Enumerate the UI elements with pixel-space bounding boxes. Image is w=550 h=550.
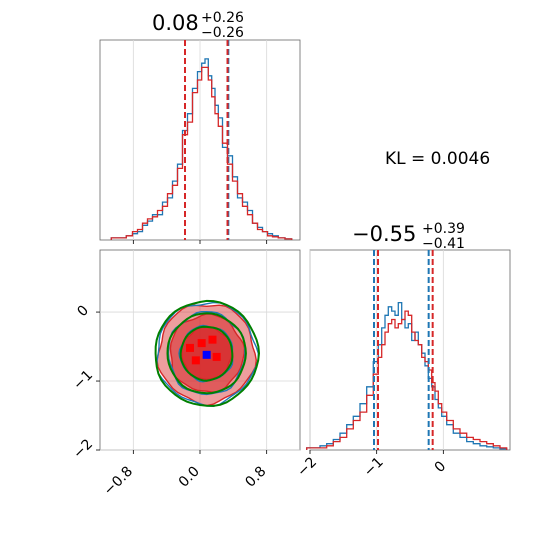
hist-series-blue (110, 58, 293, 240)
hist-x-title-plus: +0.26 (201, 10, 244, 26)
hist-y-ticks: −2 −1 0 (294, 450, 449, 480)
hist-series-red (306, 310, 508, 450)
red-square-marker-3 (191, 356, 200, 365)
hist-y-tick-label-1: −1 (361, 454, 387, 480)
hist-x-quantiles (184, 40, 230, 240)
hist-x-series (110, 58, 293, 240)
hist-x-title-minus: −0.26 (201, 25, 244, 41)
hist-y-tick-label-0: −2 (294, 454, 320, 480)
hist-y-grid (309, 250, 444, 450)
hist-y-title-plus: +0.39 (422, 221, 465, 237)
joint-x-tick-label-2: 0.8 (242, 464, 269, 491)
contour-green-7 (166, 312, 247, 395)
red-square-marker-1 (212, 352, 221, 361)
hist-y-frame (309, 249, 511, 451)
contour-blue-3 (156, 301, 260, 408)
hist-y-quantiles (373, 250, 434, 450)
joint-x-tick-label-1: 0.0 (176, 464, 203, 491)
joint-y-tick-label-0: −2 (70, 436, 96, 462)
blue-square-marker (202, 350, 211, 359)
hist-x-title-value: 0.08 (152, 11, 199, 35)
joint-y-tick-label-1: −1 (70, 367, 96, 393)
red-square-marker-2 (197, 339, 206, 348)
joint-panel: −0.8 0.0 0.8 −2 −1 0 (70, 249, 301, 499)
kl-annotation: KL = 0.0046 (385, 149, 490, 169)
contour-green-6 (154, 299, 261, 407)
hist-y-series (306, 301, 508, 450)
hist-x-panel: 0.08 +0.26 −0.26 (99, 10, 301, 244)
red-square-marker-0 (186, 343, 194, 352)
joint-y-tick-label-2: 0 (74, 302, 92, 320)
hist-x-grid (132, 40, 268, 240)
hist-y-title-value: −0.55 (352, 222, 416, 246)
hist-y-tick-label-2: 0 (432, 458, 450, 476)
hist-series-red (110, 66, 293, 240)
joint-markers (186, 335, 221, 365)
hist-x-ticks (132, 240, 268, 244)
contour-green-8 (179, 325, 234, 382)
hist-y-title-minus: −0.41 (422, 236, 465, 252)
hist-y-panel: −2 −1 0 −0.55 +0.39 −0.41 (294, 221, 511, 480)
hist-series-blue (306, 301, 508, 450)
joint-x-tick-label-0: −0.8 (101, 464, 136, 499)
red-square-marker-4 (208, 335, 217, 344)
